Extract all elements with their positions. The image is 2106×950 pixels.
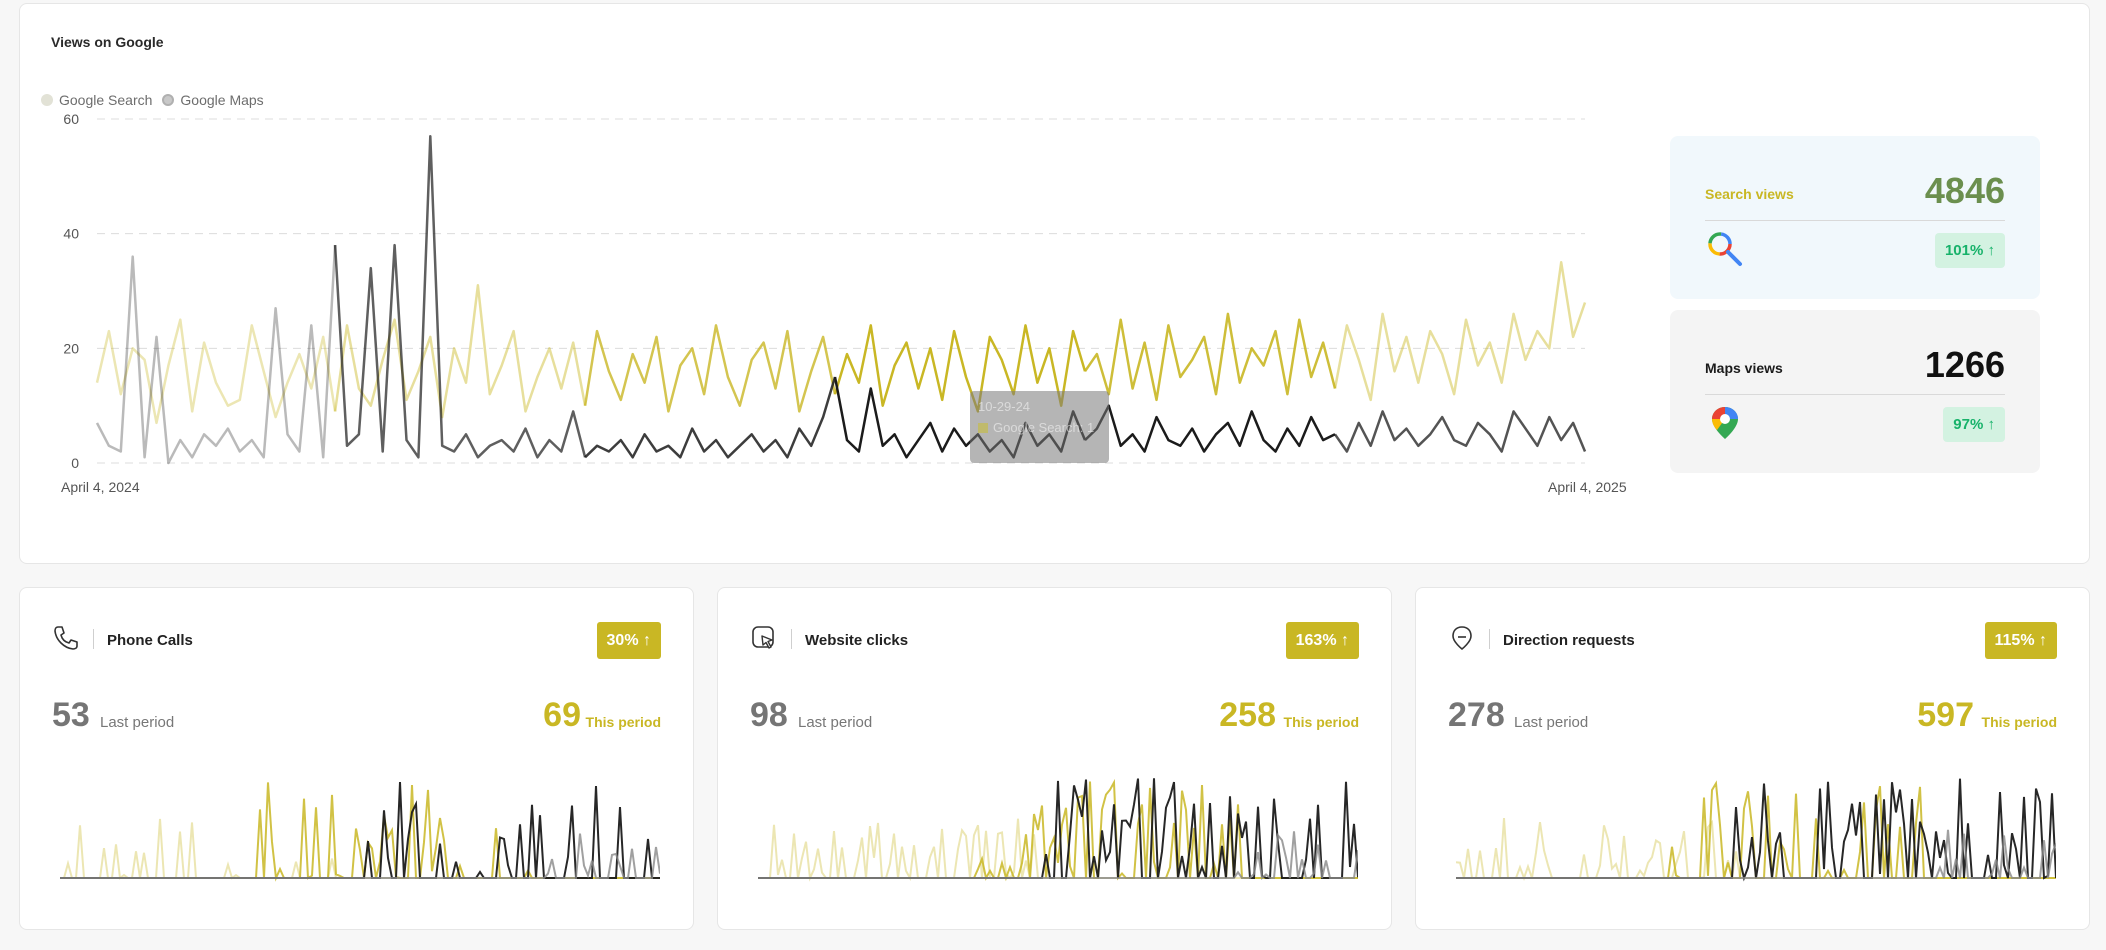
this-period-label: This period (585, 714, 661, 730)
search-views-label: Search views (1705, 186, 1794, 202)
title-separator (1489, 629, 1490, 649)
google-maps-pin-icon (1705, 403, 1745, 443)
this-period-value: 597 (1917, 696, 1974, 734)
change-badge: 115% ↑ (1984, 622, 2057, 659)
legend-label-search: Google Search (59, 92, 153, 108)
y-tick-label: 20 (63, 340, 79, 356)
sparkline-series (758, 831, 1358, 880)
series-line-google-search[interactable] (1333, 261, 1587, 402)
sparkline-series (1456, 829, 2056, 879)
views-line-chart[interactable]: 0 20 40 60 (0, 0, 1640, 520)
phone-icon (52, 624, 80, 652)
series-line-google-search[interactable] (583, 324, 837, 413)
x-axis-end-label: April 4, 2025 (1548, 479, 1627, 495)
maps-views-value: 1266 (1924, 344, 2005, 385)
chart-tooltip: 10-29-24 Google Search: 1 (970, 391, 1109, 463)
chart-legend: Google Search Google Maps (41, 92, 274, 108)
this-period-value: 69 (543, 696, 581, 734)
last-period-value: 278 (1448, 696, 1505, 734)
direction-requests-sparkline (1456, 778, 2056, 882)
tooltip-swatch (978, 422, 988, 433)
search-views-value: 4846 (1924, 170, 2005, 211)
last-period-value: 98 (750, 696, 788, 734)
sparkline-series (758, 778, 1358, 879)
series-line-google-maps[interactable] (1084, 404, 1336, 453)
direction-pin-icon (1448, 624, 1476, 652)
panel-divider (1705, 394, 2005, 395)
series-line-google-maps[interactable] (333, 134, 587, 459)
series-line-google-maps[interactable] (95, 245, 337, 465)
series-line-google-search[interactable] (333, 284, 587, 419)
sparkline-series (758, 818, 1358, 882)
phone-calls-card: Phone Calls 30% ↑ 53 Last period 69 This… (19, 587, 694, 930)
phone-calls-sparkline (60, 782, 660, 882)
this-period-label: This period (1283, 714, 1359, 730)
search-views-change-badge: 101% ↑ (1934, 233, 2005, 268)
y-tick-label: 60 (63, 111, 79, 127)
series-line-google-search[interactable] (95, 318, 337, 425)
this-period-label: This period (1981, 714, 2057, 730)
y-tick-label: 40 (63, 226, 79, 242)
series-line-google-maps[interactable] (584, 376, 837, 459)
panel-divider (1705, 220, 2005, 221)
card-title: Website clicks (805, 632, 909, 649)
legend-google-search[interactable]: Google Search (41, 92, 152, 108)
website-clicks-card: Website clicks 163% ↑ 98 Last period 258… (717, 587, 1392, 930)
series-line-google-maps[interactable] (1333, 410, 1587, 453)
change-badge: 30% ↑ (596, 622, 661, 659)
legend-google-maps[interactable]: Google Maps (162, 92, 264, 108)
card-title: Direction requests (1503, 632, 1635, 649)
last-period-label: Last period (100, 714, 175, 731)
last-period-label: Last period (798, 714, 873, 731)
card-title: Phone Calls (107, 632, 193, 649)
maps-views-panel: Maps views 1266 97% ↑ (1670, 310, 2040, 473)
legend-label-maps: Google Maps (180, 92, 264, 108)
title-separator (93, 629, 94, 649)
sparkline-series (60, 782, 660, 879)
search-views-panel: Search views 4846 101% ↑ (1670, 136, 2040, 299)
series-line-google-search[interactable] (1083, 312, 1337, 402)
sparkline-series (60, 833, 660, 879)
card-title: Views on Google (51, 34, 164, 50)
maps-views-change-badge: 97% ↑ (1943, 407, 2005, 442)
last-period-value: 53 (52, 696, 90, 734)
series-line-google-search[interactable] (833, 324, 1087, 413)
direction-requests-card: Direction requests 115% ↑ 278 Last perio… (1415, 587, 2090, 930)
x-axis-start-label: April 4, 2024 (61, 479, 140, 495)
this-period-value: 258 (1219, 696, 1276, 734)
legend-dot-maps (162, 94, 175, 106)
title-separator (791, 629, 792, 649)
website-clicks-sparkline (758, 778, 1358, 882)
tooltip-series: Google Search: 1 (993, 420, 1095, 435)
maps-views-label: Maps views (1705, 360, 1783, 376)
legend-dot-search (41, 94, 53, 106)
cursor-click-icon (750, 624, 778, 652)
y-tick-label: 0 (71, 455, 79, 471)
last-period-label: Last period (1514, 714, 1589, 731)
google-search-icon (1705, 229, 1745, 269)
change-badge: 163% ↑ (1285, 622, 1359, 659)
tooltip-date: 10-29-24 (978, 399, 1031, 414)
